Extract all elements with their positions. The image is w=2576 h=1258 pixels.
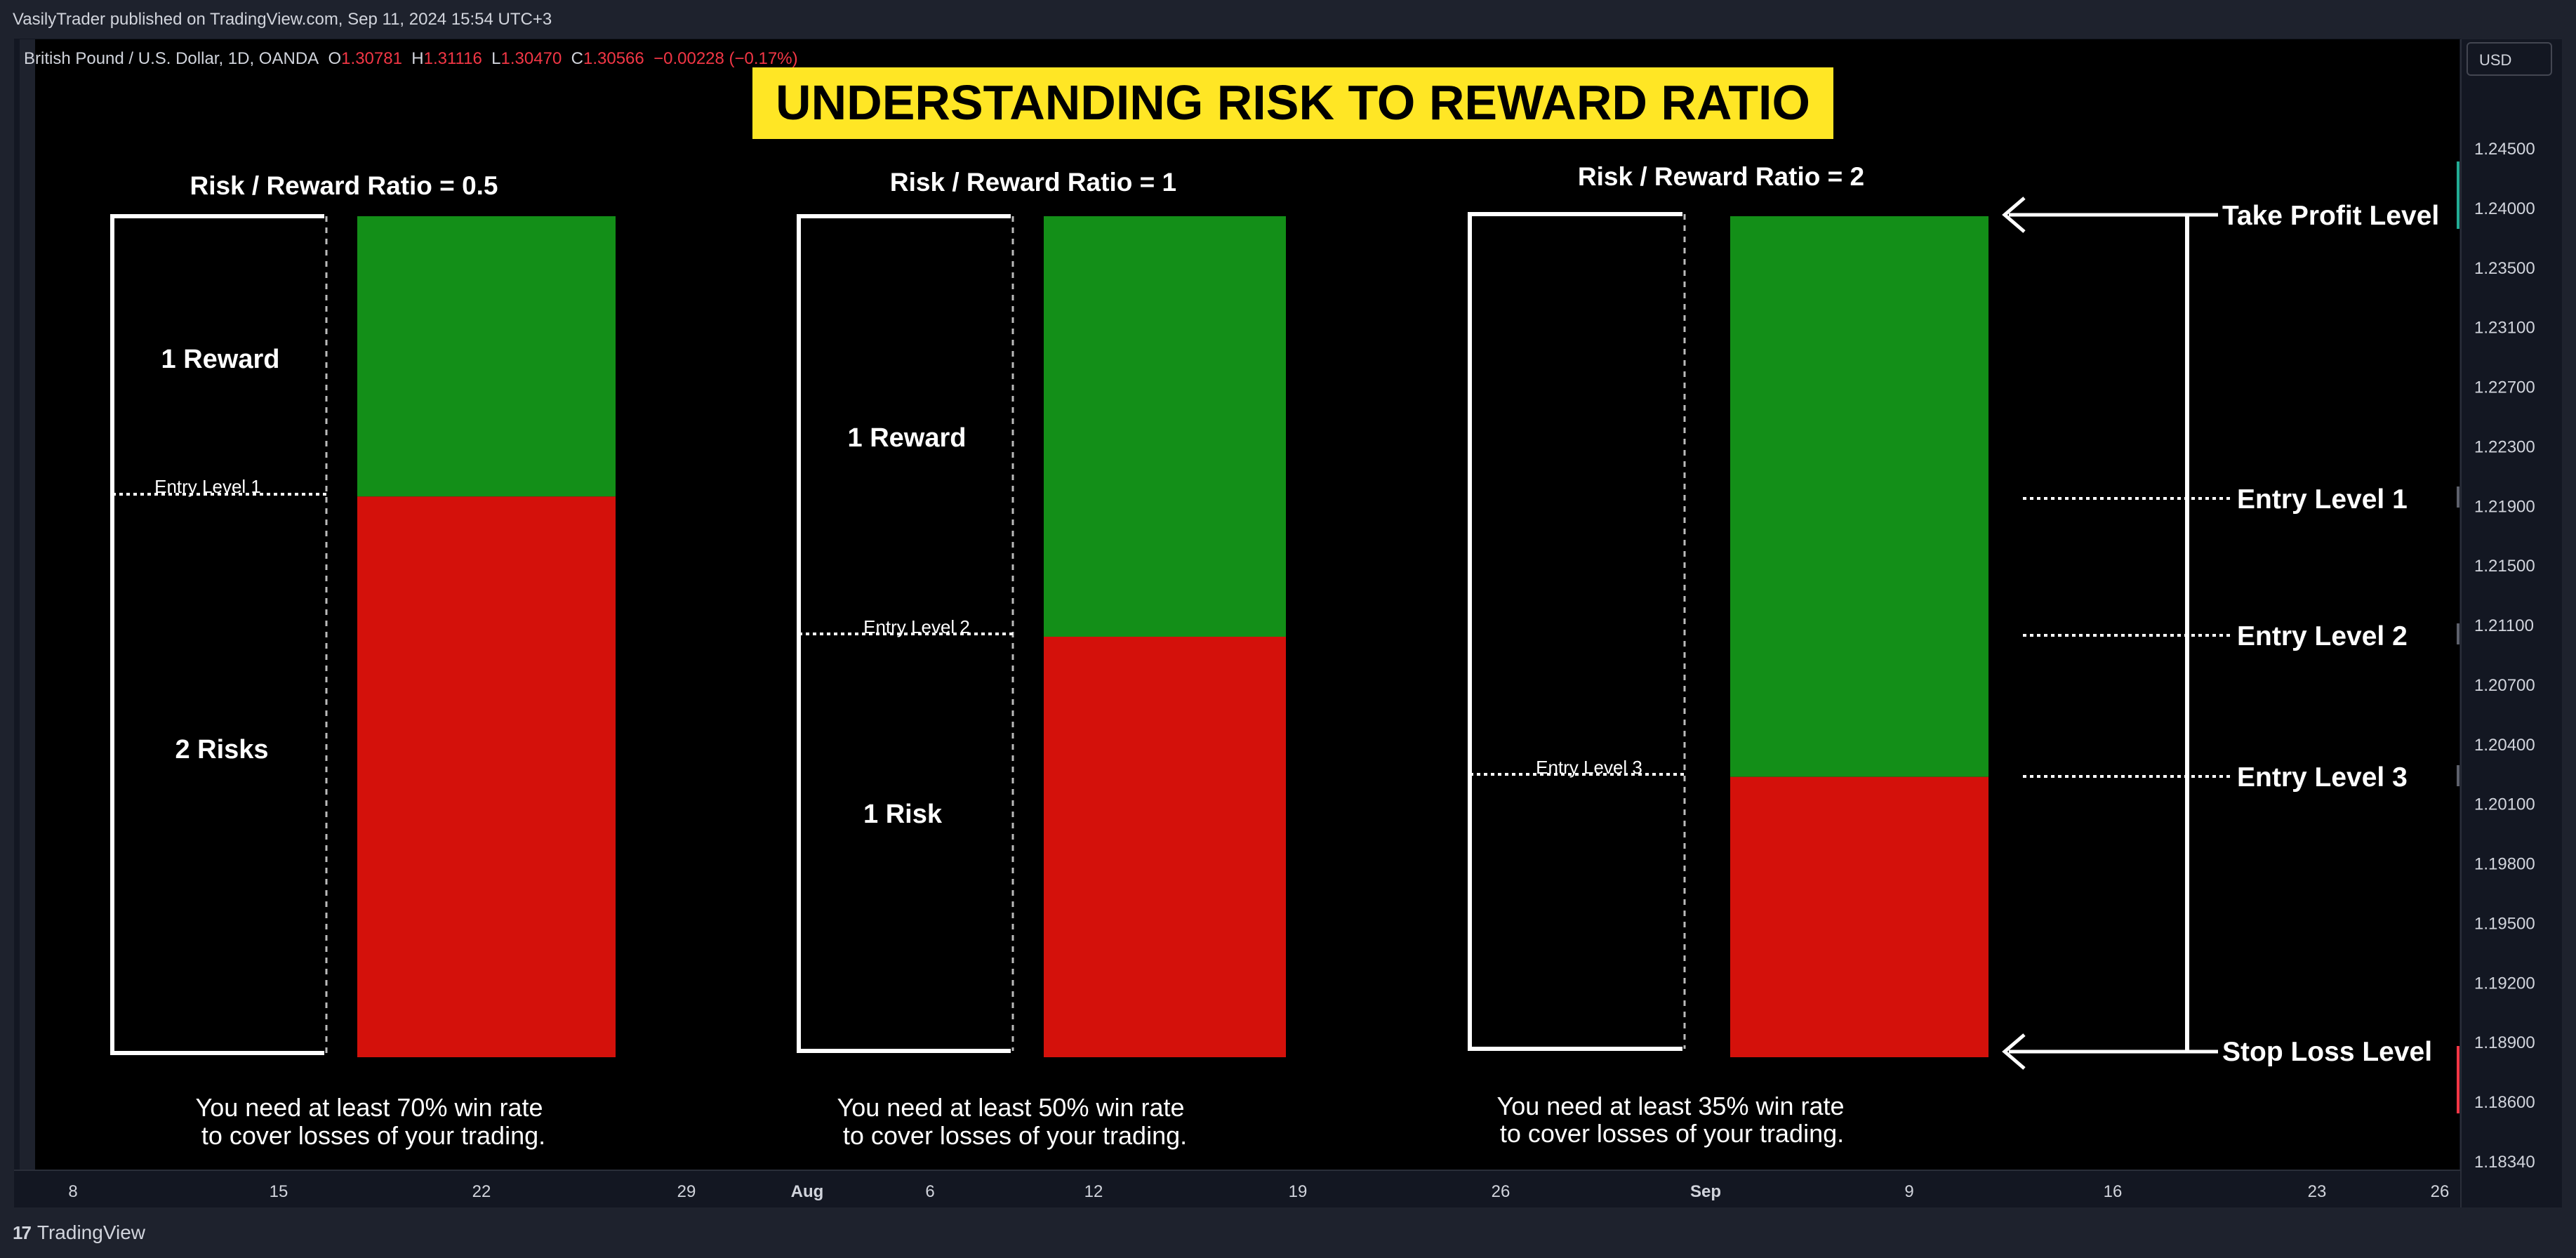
risk-bar <box>357 496 616 1057</box>
entry-3-label: Entry Level 3 <box>2237 762 2408 793</box>
footnote-line-1: You need at least 50% win rate <box>837 1093 1184 1122</box>
y-tick-label: 1.22700 <box>2474 378 2535 397</box>
publisher-info: VasilyTrader published on TradingView.co… <box>13 10 552 29</box>
x-tick-label: 6 <box>925 1182 934 1201</box>
time-scale <box>14 1170 2461 1207</box>
footnote-line-2: to cover losses of your trading. <box>843 1121 1187 1150</box>
y-tick-label: 1.20700 <box>2474 676 2535 695</box>
reward-bar <box>357 216 616 497</box>
take-profit-arrow-icon <box>2002 197 2026 233</box>
risk-bar <box>1730 776 1989 1057</box>
y-tick-label: 1.19500 <box>2474 914 2535 933</box>
price-marker-red <box>2457 1046 2459 1113</box>
x-tick-label: 8 <box>68 1182 77 1201</box>
price-scale <box>2461 39 2562 1207</box>
x-tick-label: 12 <box>1084 1182 1103 1201</box>
y-tick-label: 1.18600 <box>2474 1093 2535 1112</box>
chart-area[interactable]: 1.24500 1.24000 1.23500 1.23100 1.22700 1.223… <box>0 39 2576 1207</box>
x-tick-label: 26 <box>2431 1182 2450 1201</box>
y-tick-label: 1.21900 <box>2474 497 2535 516</box>
x-tick-label: 15 <box>270 1182 288 1201</box>
footnote-line-2: to cover losses of your trading. <box>1500 1119 1844 1148</box>
open-key: O <box>328 49 342 68</box>
panel-heading: Risk / Reward Ratio = 0.5 <box>190 171 498 200</box>
y-tick-label: 1.18340 <box>2474 1153 2535 1172</box>
x-tick-label: Aug <box>791 1182 824 1201</box>
footnote-line-2: to cover losses of your trading. <box>201 1121 545 1150</box>
chart-title: UNDERSTANDING RISK TO REWARD RATIO <box>776 75 1810 130</box>
entry-label: Entry Level 1 <box>154 476 261 497</box>
low-key: L <box>491 49 501 68</box>
high-value: 1.31116 <box>423 49 482 68</box>
left-gutter <box>20 39 35 1170</box>
risk-bar <box>1044 637 1286 1057</box>
y-tick-label: 1.19200 <box>2474 974 2535 993</box>
y-tick-label: 1.23500 <box>2474 259 2535 278</box>
close-value: 1.30566 <box>583 49 644 68</box>
y-tick-label: 1.22300 <box>2474 437 2535 456</box>
y-tick-label: 1.24500 <box>2474 140 2535 159</box>
high-key: H <box>411 49 424 68</box>
chart-svg[interactable]: 1.24500 1.24000 1.23500 1.23100 1.22700 1.223… <box>0 39 2576 1207</box>
y-axis-ticks: 1.24500 1.24000 1.23500 1.23100 1.22700 1.223… <box>2474 140 2535 1172</box>
entry-2-label: Entry Level 2 <box>2237 621 2408 651</box>
y-tick-label: 1.21100 <box>2474 616 2534 635</box>
ohlc-legend: British Pound / U.S. Dollar, 1D, OANDA O… <box>24 49 798 69</box>
reward-bar <box>1730 216 1989 777</box>
reward-bar <box>1044 216 1286 637</box>
x-tick-label: 29 <box>677 1182 696 1201</box>
stop-loss-arrow-icon <box>2002 1033 2026 1070</box>
y-tick-label: 1.20400 <box>2474 736 2535 755</box>
tradingview-logo[interactable]: 17 TradingView <box>13 1220 145 1245</box>
panel-heading: Risk / Reward Ratio = 2 <box>1578 162 1864 191</box>
y-tick-label: 1.23100 <box>2474 319 2535 338</box>
take-profit-label: Take Profit Level <box>2222 201 2439 231</box>
reward-label: 1 Reward <box>848 423 967 453</box>
entry-label: Entry Level 3 <box>1536 757 1642 778</box>
title-banner <box>752 67 1833 139</box>
price-marker <box>2457 486 2459 508</box>
x-tick-label: 22 <box>472 1182 491 1201</box>
panel-ratio-1: Risk / Reward Ratio = 1 Entry Level 2 1 … <box>797 168 1286 1150</box>
x-tick-label: 23 <box>2308 1182 2327 1201</box>
price-marker <box>2457 765 2459 786</box>
y-tick-label: 1.19800 <box>2474 855 2535 874</box>
panel-heading: Risk / Reward Ratio = 1 <box>890 168 1176 197</box>
y-tick-label: 1.18900 <box>2474 1033 2535 1052</box>
open-value: 1.30781 <box>341 49 402 68</box>
panel-ratio-2: Risk / Reward Ratio = 2 Entry Level 3 Yo… <box>1468 162 1989 1148</box>
risk-label: 2 Risks <box>175 735 268 764</box>
risk-label: 1 Risk <box>863 800 943 829</box>
x-axis-ticks: 8 15 22 29 Aug 6 12 19 26 Sep 9 16 23 26 <box>68 1182 2449 1201</box>
y-tick-label: 1.21500 <box>2474 557 2535 576</box>
panel-ratio-0-5: Risk / Reward Ratio = 0.5 Entry Level 1 … <box>110 171 616 1150</box>
x-tick-label: 16 <box>2104 1182 2123 1201</box>
currency-button[interactable]: USD <box>2467 42 2552 76</box>
x-tick-label: 9 <box>1904 1182 1913 1201</box>
reward-label: 1 Reward <box>161 345 280 374</box>
panel-bracket <box>1468 212 1682 1051</box>
x-tick-label: 26 <box>1492 1182 1511 1201</box>
entry-label: Entry Level 2 <box>863 616 970 637</box>
price-marker-green <box>2457 161 2459 229</box>
low-value: 1.30470 <box>500 49 562 68</box>
y-tick-label: 1.20100 <box>2474 795 2535 814</box>
entry-1-label: Entry Level 1 <box>2237 484 2408 515</box>
symbol-name[interactable]: British Pound / U.S. Dollar, 1D, OANDA <box>24 49 319 68</box>
panel-bracket <box>110 214 324 1055</box>
close-key: C <box>571 49 583 68</box>
x-tick-label: Sep <box>1690 1182 1721 1201</box>
footnote-line-1: You need at least 70% win rate <box>195 1093 543 1122</box>
footnote-line-1: You need at least 35% win rate <box>1496 1092 1844 1120</box>
bottom-bar: 17 TradingView <box>0 1207 2576 1258</box>
tradingview-logo-icon: 17 <box>13 1221 32 1243</box>
x-tick-label: 19 <box>1289 1182 1308 1201</box>
y-tick-label: 1.24000 <box>2474 199 2535 218</box>
top-bar: VasilyTrader published on TradingView.co… <box>0 0 2576 39</box>
brand-name: TradingView <box>36 1221 146 1243</box>
stop-loss-label: Stop Loss Level <box>2222 1037 2432 1067</box>
price-marker <box>2457 623 2459 644</box>
change-value: −0.00228 (−0.17%) <box>653 49 798 68</box>
level-annotations: Take Profit Level Stop Loss Level Entry … <box>2002 197 2439 1070</box>
